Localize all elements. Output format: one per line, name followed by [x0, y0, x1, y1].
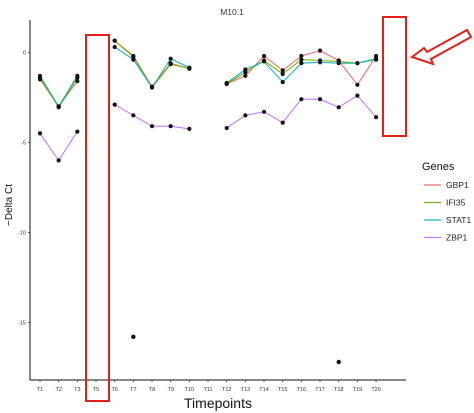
data-point-zbp1 [56, 158, 61, 163]
legend: Genes GBP1 IFI35 STAT1 ZBP1 [422, 161, 471, 243]
legend-label-zbp1: ZBP1 [446, 233, 468, 243]
data-point-stat1 [261, 59, 267, 64]
x-tick-label: T13 [241, 387, 250, 393]
x-tick-label: T20 [371, 387, 380, 393]
x-tick-label: T8 [149, 387, 155, 393]
x-tick-label: T2 [55, 387, 61, 393]
x-tick-label: T14 [259, 387, 268, 393]
data-point-zbp1 [224, 125, 229, 131]
data-point-stat1 [112, 44, 117, 50]
y-ticks: 0 -5 -10 -15 [18, 50, 30, 326]
x-tick-label: T11 [203, 387, 212, 393]
series-line-gbp1 [39, 79, 78, 108]
highlight-box-t5 [85, 34, 110, 402]
data-point-zbp1 [168, 124, 173, 129]
data-point-zbp1 [187, 126, 192, 131]
data-point-zbp1 [37, 131, 43, 136]
series-line-stat1 [114, 46, 190, 89]
data-point-zbp1 [149, 124, 155, 129]
series-line-gbp1 [114, 40, 190, 88]
data-point-gbp1 [280, 68, 285, 73]
data-point-zbp1 [280, 120, 285, 125]
legend-label-ifi35: IFI35 [446, 198, 466, 208]
data-point-gbp1 [261, 53, 267, 59]
series-line-stat1 [39, 75, 78, 108]
x-tick-label: T15 [278, 387, 287, 393]
data-point-gbp1 [355, 82, 360, 87]
data-point-stat1 [131, 57, 136, 62]
plot-area [37, 38, 379, 365]
x-tick-label: T17 [315, 387, 324, 393]
x-tick-label: T19 [353, 387, 362, 393]
data-point-zbp1 [336, 105, 341, 110]
x-ticks: T1 T2 T3 T5 T6 T7 T8 T9 T10 T11 T12 T13 T14 T15 T16 T17… [37, 380, 381, 393]
data-point-gbp1 [299, 53, 304, 59]
data-point-stat1 [299, 61, 304, 66]
outlier-point [131, 334, 136, 339]
data-point-stat1 [37, 73, 43, 78]
legend-label-stat1: STAT1 [446, 215, 471, 225]
x-tick-label: T12 [222, 387, 231, 393]
data-point-zbp1 [355, 93, 360, 98]
x-axis-title: Timepoints [184, 395, 252, 411]
data-point-stat1 [187, 65, 192, 70]
y-tick-label: 0 [23, 50, 26, 56]
data-point-stat1 [373, 56, 379, 61]
annotations [85, 16, 473, 402]
data-point-zbp1 [261, 109, 267, 114]
x-tick-label: T10 [185, 387, 194, 393]
data-point-stat1 [317, 60, 323, 65]
data-point-ifi35 [168, 62, 173, 67]
x-tick-label: T1 [37, 387, 43, 393]
x-tick-label: T16 [297, 387, 306, 393]
data-point-zbp1 [75, 129, 80, 134]
x-tick-label: T5 [93, 387, 99, 393]
pointer-arrow [409, 28, 473, 66]
x-tick-label: T3 [74, 387, 80, 393]
highlight-box-t20 [382, 16, 407, 137]
data-point-stat1 [280, 80, 285, 85]
series-line-zbp1 [39, 131, 78, 162]
legend-title: Genes [422, 161, 455, 173]
data-point-zbp1 [243, 113, 248, 118]
data-point-stat1 [224, 80, 229, 86]
data-point-zbp1 [112, 102, 117, 107]
data-point-zbp1 [131, 113, 136, 118]
data-point-gbp1 [75, 79, 80, 84]
legend-items: GBP1 IFI35 STAT1 ZBP1 [424, 180, 471, 243]
chart-title: M10.1 [220, 7, 244, 17]
y-tick-label: -5 [21, 140, 26, 146]
series-line-ifi35 [114, 40, 190, 89]
data-point-stat1 [355, 61, 360, 66]
data-point-stat1 [168, 56, 173, 61]
y-axis-title: −Delta Ct [4, 184, 15, 226]
data-point-stat1 [75, 73, 80, 78]
data-point-ifi35 [112, 38, 117, 43]
data-point-gbp1 [243, 73, 248, 78]
x-tick-label: T18 [334, 387, 343, 393]
y-tick-label: -15 [18, 320, 26, 326]
series-line-ifi35 [39, 77, 78, 109]
data-point-stat1 [243, 67, 248, 72]
outlier-point [336, 359, 341, 365]
data-point-zbp1 [299, 97, 304, 102]
data-point-zbp1 [317, 97, 323, 102]
data-point-ifi35 [299, 57, 304, 62]
data-point-gbp1 [317, 48, 323, 53]
data-point-zbp1 [373, 115, 379, 120]
legend-label-gbp1: GBP1 [446, 180, 469, 190]
data-point-ifi35 [280, 71, 285, 77]
data-point-stat1 [336, 61, 341, 66]
data-point-stat1 [149, 85, 155, 90]
x-tick-label: T7 [130, 387, 136, 393]
y-tick-label: -10 [18, 230, 26, 236]
x-tick-label: T6 [111, 387, 117, 393]
x-tick-label: T9 [167, 387, 173, 393]
data-point-stat1 [56, 104, 61, 109]
